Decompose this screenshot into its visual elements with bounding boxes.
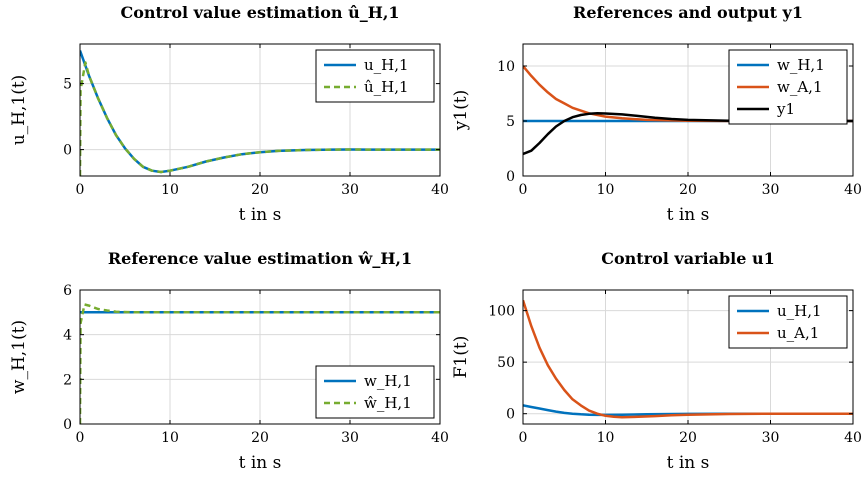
chart-title: Control value estimation û_H,1	[120, 3, 399, 22]
x-tick-label: 0	[76, 182, 85, 198]
x-tick-label: 20	[679, 182, 697, 198]
y-tick-label: 0	[63, 143, 72, 159]
chart-references-and-output: References and output y1 t in s y1(t) 0 1…	[451, 3, 862, 225]
chart-reference-value-estimation: Reference value estimation ŵ_H,1 t in s …	[9, 249, 449, 473]
series-line-2	[523, 112, 853, 156]
chart-control-variable: Control variable u1 t in s F1(t) 0 10 20 30…	[451, 249, 862, 473]
legend-label: w_H,1	[777, 56, 825, 74]
x-tick-label: 40	[844, 182, 862, 198]
series-line-1	[80, 303, 440, 424]
legend-label: u_H,1	[777, 302, 822, 320]
x-tick-label: 0	[76, 430, 85, 446]
legend-label: u_A,1	[777, 324, 819, 342]
legend-label: ŵ_H,1	[364, 394, 412, 412]
series-line-1	[523, 299, 853, 419]
x-axis-label: t in s	[239, 453, 282, 473]
y-tick-label: 2	[63, 372, 72, 388]
x-tick-label: 10	[597, 430, 615, 446]
y-tick-label: 4	[63, 328, 72, 344]
legend-label: u_H,1	[364, 56, 409, 74]
x-tick-label: 40	[431, 182, 449, 198]
x-tick-label: 20	[251, 430, 269, 446]
x-tick-label: 30	[762, 430, 780, 446]
y-tick-label: 6	[63, 283, 72, 299]
legend-label: û_H,1	[364, 78, 409, 96]
legend: w_H,1 ŵ_H,1	[315, 365, 435, 419]
chart-control-value-estimation: Control value estimation û_H,1 t in s u_…	[9, 3, 449, 225]
y-axis-label: F1(t)	[451, 336, 471, 379]
y-axis-label: y1(t)	[451, 90, 471, 132]
x-tick-label: 30	[762, 182, 780, 198]
x-axis-label: t in s	[239, 205, 282, 225]
legend-label: y1	[776, 100, 795, 118]
series-line-1	[80, 61, 440, 176]
x-tick-label: 30	[341, 182, 359, 198]
legend-box	[728, 295, 848, 349]
legend: w_H,1 w_A,1 y1	[728, 49, 848, 125]
x-tick-label: 10	[597, 182, 615, 198]
legend-box	[315, 365, 435, 419]
x-tick-label: 0	[519, 430, 528, 446]
legend: u_H,1 û_H,1	[315, 49, 435, 103]
y-tick-label: 5	[506, 114, 515, 130]
y-tick-label: 0	[63, 417, 72, 433]
y-tick-label: 0	[506, 169, 515, 185]
legend-label: w_A,1	[777, 78, 822, 96]
y-axis-label: u_H,1(t)	[9, 75, 29, 146]
chart-title: Control variable u1	[601, 249, 775, 268]
x-tick-label: 20	[679, 430, 697, 446]
chart-title: References and output y1	[573, 3, 803, 22]
y-tick-label: 50	[497, 355, 515, 371]
x-axis-label: t in s	[667, 453, 710, 473]
y-tick-label: 100	[488, 304, 515, 320]
x-tick-label: 40	[431, 430, 449, 446]
legend-box	[315, 49, 435, 103]
legend-label: w_H,1	[364, 372, 412, 390]
x-tick-label: 20	[251, 182, 269, 198]
y-axis-label: w_H,1(t)	[9, 320, 29, 394]
x-tick-label: 0	[519, 182, 528, 198]
chart-title: Reference value estimation ŵ_H,1	[108, 249, 412, 268]
y-tick-label: 0	[506, 407, 515, 423]
x-axis-label: t in s	[667, 205, 710, 225]
y-tick-label: 10	[497, 59, 515, 75]
legend: u_H,1 u_A,1	[728, 295, 848, 349]
y-tick-label: 5	[63, 77, 72, 93]
x-tick-label: 10	[161, 430, 179, 446]
x-tick-label: 30	[341, 430, 359, 446]
x-tick-label: 40	[844, 430, 862, 446]
x-tick-label: 10	[161, 182, 179, 198]
